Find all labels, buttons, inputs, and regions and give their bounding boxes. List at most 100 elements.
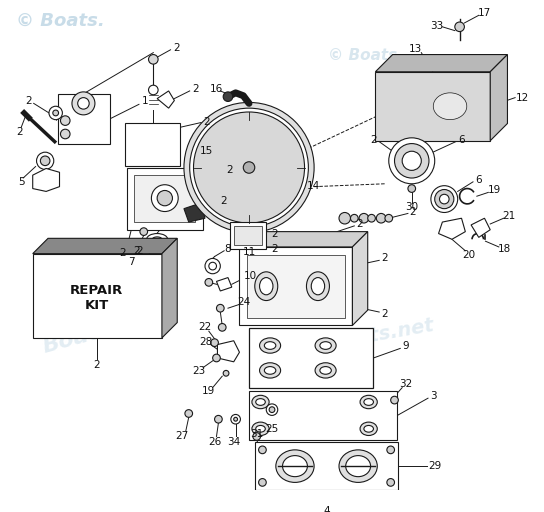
Circle shape	[376, 214, 386, 223]
Text: 4: 4	[323, 506, 330, 512]
Ellipse shape	[259, 363, 281, 378]
Circle shape	[209, 262, 217, 270]
Circle shape	[194, 112, 305, 223]
Text: 34: 34	[227, 437, 240, 447]
Text: 22: 22	[199, 323, 212, 332]
Ellipse shape	[282, 456, 307, 477]
Bar	[134, 175, 195, 222]
Bar	[125, 122, 180, 165]
Text: 2: 2	[271, 228, 278, 239]
Text: 12: 12	[516, 93, 529, 102]
Text: 2: 2	[133, 246, 139, 256]
Ellipse shape	[339, 450, 378, 482]
Bar	[127, 167, 203, 230]
Ellipse shape	[256, 399, 265, 406]
Circle shape	[394, 143, 429, 178]
Ellipse shape	[364, 425, 374, 432]
Ellipse shape	[259, 278, 273, 295]
Text: 2: 2	[203, 117, 210, 126]
Text: KIT: KIT	[85, 299, 109, 312]
Bar	[247, 254, 345, 318]
Text: 2: 2	[16, 127, 23, 137]
Circle shape	[339, 212, 350, 224]
Text: 2: 2	[370, 135, 377, 145]
Circle shape	[185, 410, 193, 417]
Circle shape	[258, 479, 266, 486]
Circle shape	[157, 190, 172, 206]
Circle shape	[258, 446, 266, 454]
Polygon shape	[490, 55, 508, 141]
Circle shape	[49, 106, 63, 120]
Bar	[234, 226, 262, 245]
Text: 9: 9	[403, 342, 409, 351]
Polygon shape	[353, 231, 368, 326]
Ellipse shape	[147, 233, 168, 245]
Circle shape	[234, 417, 238, 421]
Bar	[375, 72, 490, 141]
Ellipse shape	[311, 278, 325, 295]
Circle shape	[387, 446, 394, 454]
Text: 2: 2	[137, 246, 143, 256]
Text: 19: 19	[487, 185, 500, 196]
Text: © Boats.: © Boats.	[16, 11, 105, 30]
Circle shape	[214, 415, 222, 423]
Ellipse shape	[259, 338, 281, 353]
Text: 7: 7	[128, 257, 134, 267]
Text: 33: 33	[430, 21, 443, 31]
Circle shape	[266, 404, 278, 415]
Polygon shape	[438, 218, 465, 239]
Circle shape	[231, 414, 240, 424]
Text: 14: 14	[306, 181, 320, 190]
Circle shape	[408, 185, 416, 193]
Text: 2: 2	[192, 84, 199, 94]
Circle shape	[359, 214, 369, 223]
Text: Boats.net: Boats.net	[327, 316, 435, 353]
Circle shape	[205, 279, 213, 286]
Circle shape	[149, 55, 158, 64]
Circle shape	[269, 407, 275, 413]
Text: 32: 32	[399, 379, 413, 389]
Polygon shape	[162, 238, 177, 338]
Circle shape	[246, 255, 252, 261]
Circle shape	[149, 85, 158, 95]
Text: 1: 1	[141, 96, 148, 106]
Ellipse shape	[306, 272, 330, 301]
Ellipse shape	[315, 338, 336, 353]
Ellipse shape	[360, 395, 378, 409]
Bar	[58, 94, 110, 143]
Circle shape	[78, 98, 89, 109]
Ellipse shape	[345, 456, 370, 477]
Text: 2: 2	[26, 96, 32, 106]
Text: 30: 30	[405, 202, 418, 212]
Text: 20: 20	[462, 250, 476, 260]
Circle shape	[389, 138, 435, 184]
Text: 25: 25	[265, 424, 279, 434]
Text: 2: 2	[271, 244, 278, 254]
Text: 13: 13	[409, 44, 422, 54]
Text: 2: 2	[410, 206, 416, 217]
Polygon shape	[375, 55, 508, 72]
Polygon shape	[146, 241, 175, 260]
Bar	[249, 328, 374, 388]
Circle shape	[455, 22, 465, 32]
Ellipse shape	[364, 399, 374, 406]
Text: 17: 17	[478, 8, 491, 18]
Circle shape	[243, 162, 255, 173]
Ellipse shape	[320, 342, 331, 349]
Ellipse shape	[255, 272, 278, 301]
Text: 19: 19	[202, 387, 215, 396]
Ellipse shape	[152, 237, 162, 242]
Bar	[249, 391, 397, 440]
Polygon shape	[239, 231, 368, 247]
Text: 2: 2	[94, 359, 100, 370]
Text: 2: 2	[173, 43, 180, 53]
Circle shape	[217, 304, 224, 312]
Text: © Boats.: © Boats.	[327, 48, 403, 63]
Circle shape	[253, 433, 261, 440]
Text: 29: 29	[428, 461, 441, 471]
Text: 2: 2	[382, 309, 388, 319]
Circle shape	[190, 108, 308, 227]
Ellipse shape	[264, 367, 276, 374]
Text: 28: 28	[199, 337, 213, 347]
Bar	[33, 253, 162, 338]
